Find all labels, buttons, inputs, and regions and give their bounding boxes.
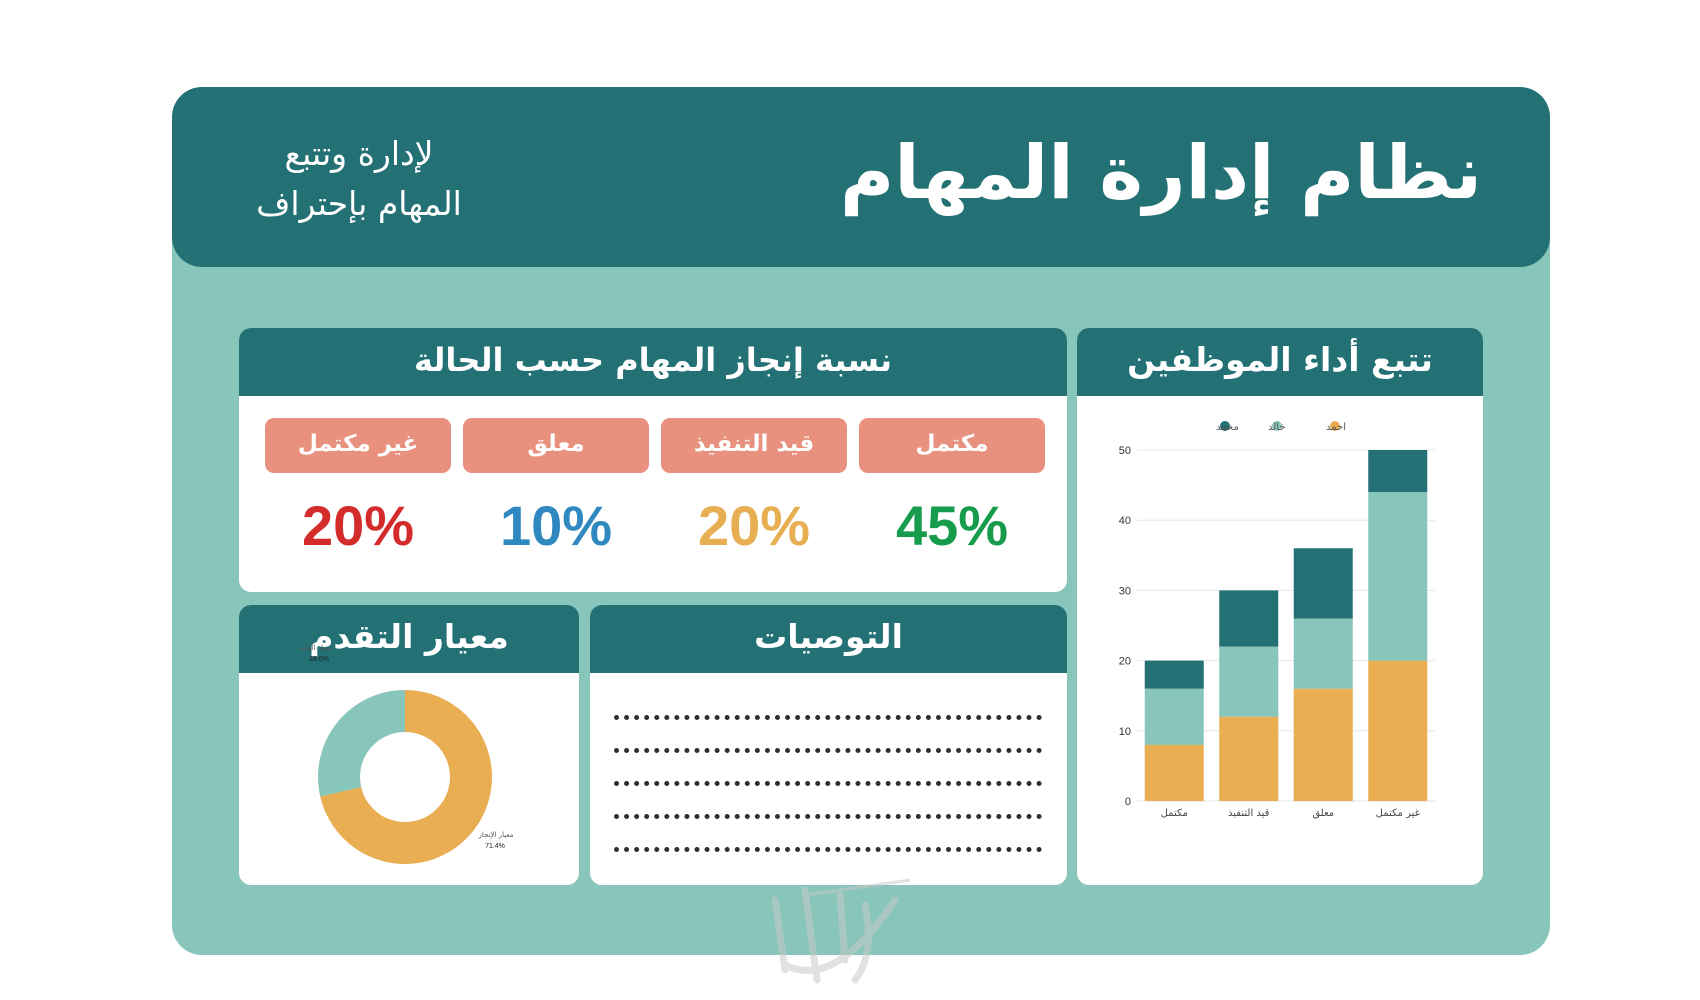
- performance-panel: تتبع أداء الموظفين 0 10 20 30 40 50 مكتمل قيد ا…: [1077, 328, 1483, 885]
- recommendations-panel: التوصيات: [590, 605, 1067, 885]
- status-card-pending: معلق 10%: [463, 418, 649, 558]
- legend-label: محمد: [1216, 422, 1239, 433]
- bar-segment: [1368, 660, 1428, 801]
- bar-segment: [1368, 492, 1428, 661]
- y-tick-label: 30: [1119, 585, 1131, 597]
- slice-label: معيار الإنجاز: [478, 831, 514, 839]
- bar-segment: [1293, 548, 1353, 619]
- status-value: 10%: [499, 494, 613, 557]
- donut-chart: معيار الإنجاز 71.4% معيار الوقت 28.6%: [298, 644, 514, 864]
- status-value: 20%: [301, 494, 415, 557]
- donut-slice: [318, 690, 405, 797]
- status-card-in-progress: قيد التنفيذ 20%: [661, 418, 847, 558]
- dashboard-frame: نظام إدارة المهام لإدارة وتتبع المهام بإ…: [172, 87, 1550, 955]
- donut-slice: [320, 690, 492, 864]
- page-title: نظام إدارة المهام: [839, 130, 1482, 216]
- legend-marker: [1220, 421, 1230, 431]
- bar-segment: [1144, 744, 1204, 801]
- bar-segment: [1144, 660, 1204, 689]
- legend-marker: [1272, 421, 1282, 431]
- y-tick-label: 50: [1119, 445, 1131, 457]
- status-value: 45%: [895, 494, 1009, 557]
- performance-title: تتبع أداء الموظفين: [1077, 328, 1483, 396]
- x-tick-label: مكتمل: [1161, 808, 1188, 819]
- status-label: معلق: [463, 418, 649, 473]
- status-card-complete: مكتمل 45%: [859, 418, 1045, 558]
- stacked-bar-chart: 0 10 20 30 40 50 مكتمل قيد التنفيذ معلق غير مكتمل…: [1119, 421, 1435, 819]
- status-label: قيد التنفيذ: [661, 418, 847, 473]
- y-tick-label: 10: [1119, 726, 1131, 738]
- y-tick-label: 0: [1125, 796, 1131, 808]
- legend-label: خالد: [1268, 422, 1286, 433]
- slice-value-label: 28.6%: [309, 656, 329, 663]
- progress-gauge-panel: معيار التقدم معيار الإنجاز 71.4% معيار الو…: [239, 605, 579, 885]
- legend-label: احمد: [1326, 422, 1346, 433]
- status-panel-title: نسبة إنجاز المهام حسب الحالة: [239, 328, 1067, 396]
- bar-segment: [1219, 716, 1279, 801]
- header-banner: نظام إدارة المهام لإدارة وتتبع المهام بإ…: [172, 87, 1550, 267]
- status-card-incomplete: غير مكتمل 20%: [265, 418, 451, 558]
- bar-segment: [1219, 590, 1279, 647]
- bar-segment: [1368, 450, 1428, 493]
- page-subtitle: لإدارة وتتبع المهام بإحتراف: [256, 134, 462, 223]
- bar-segment: [1293, 618, 1353, 689]
- recommendation-line: [614, 715, 1042, 720]
- y-tick-label: 20: [1119, 656, 1131, 668]
- x-tick-label: معلق: [1312, 808, 1334, 819]
- status-label: غير مكتمل: [265, 418, 451, 473]
- watermark-logo: [771, 878, 911, 984]
- bar-segment: [1219, 646, 1279, 717]
- bar-segment: [1293, 688, 1353, 801]
- x-tick-label: قيد التنفيذ: [1228, 808, 1270, 819]
- recommendation-line: [614, 781, 1042, 786]
- status-label: مكتمل: [859, 418, 1045, 473]
- y-tick-label: 40: [1119, 515, 1131, 527]
- slice-value-label: 71.4%: [485, 843, 505, 850]
- recommendation-line: [614, 847, 1042, 852]
- status-value: 20%: [697, 494, 811, 557]
- bar-segment: [1144, 688, 1204, 745]
- progress-gauge-title: معيار التقدم: [239, 605, 579, 673]
- slice-label: معيار الوقت: [298, 644, 333, 652]
- x-tick-label: غير مكتمل: [1376, 808, 1420, 819]
- legend-marker: [1330, 421, 1340, 431]
- status-panel: نسبة إنجاز المهام حسب الحالة مكتمل 45% ق…: [239, 328, 1067, 592]
- recommendation-line: [614, 748, 1042, 753]
- recommendation-line: [614, 814, 1042, 819]
- recommendations-title: التوصيات: [590, 605, 1067, 673]
